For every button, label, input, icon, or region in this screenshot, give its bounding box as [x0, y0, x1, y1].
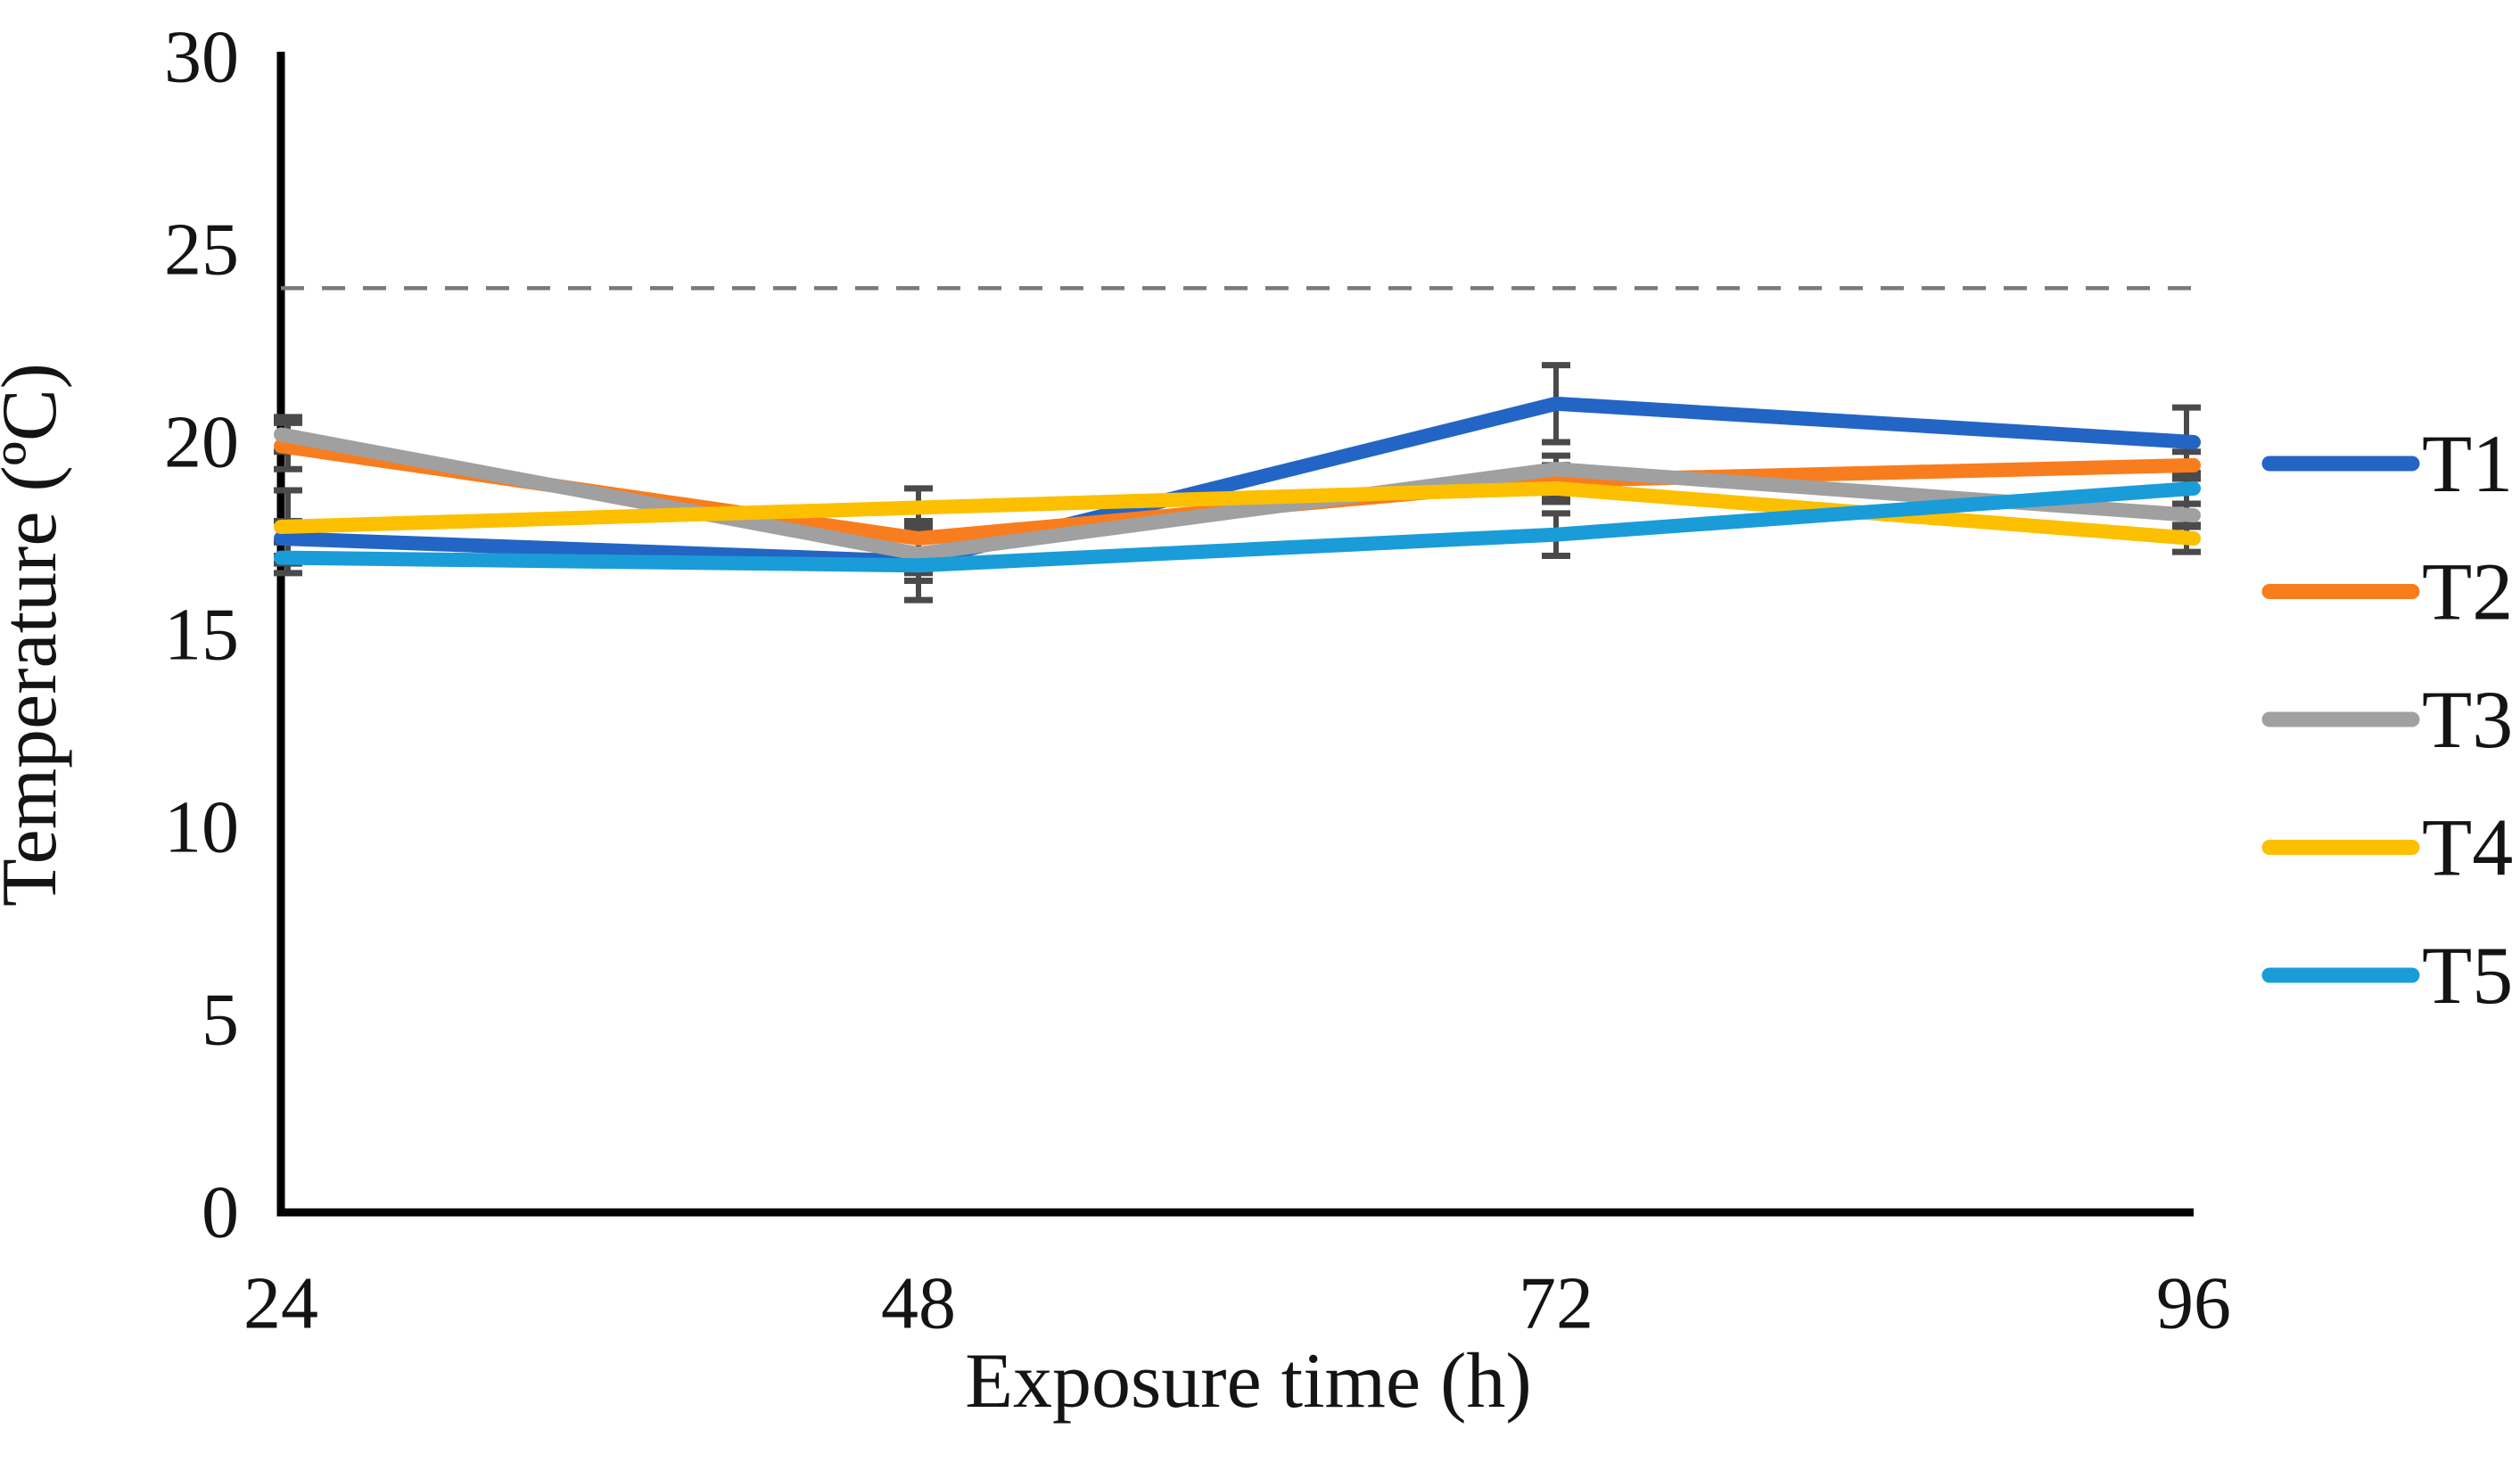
y-axis-title: Temperature (ºC)	[0, 363, 73, 907]
y-tick-label-0: 0	[202, 1171, 239, 1254]
series-line-T5	[274, 480, 2201, 573]
x-tick-label-96: 96	[2156, 1262, 2231, 1345]
y-tick-label-15: 15	[164, 594, 239, 677]
x-tick-label-72: 72	[1519, 1262, 1594, 1345]
x-tick-label-24: 24	[243, 1262, 318, 1345]
y-tick-label-10: 10	[164, 786, 239, 869]
y-tick-label-25: 25	[164, 209, 239, 292]
legend-label-T1: T1	[2422, 418, 2513, 509]
x-tick-label-48: 48	[881, 1262, 956, 1345]
legend-label-T5: T5	[2422, 930, 2513, 1021]
x-axis-title: Exposure time (h)	[965, 1338, 1531, 1425]
series-line-T3	[274, 427, 2201, 562]
y-tick-label-30: 30	[164, 16, 239, 99]
y-tick-label-20: 20	[164, 401, 239, 484]
series-line-T1	[274, 396, 2201, 569]
y-tick-label-5: 5	[202, 979, 239, 1062]
legend-label-T4: T4	[2422, 802, 2513, 893]
legend-label-T3: T3	[2422, 674, 2513, 765]
legend-label-T2: T2	[2422, 546, 2513, 637]
